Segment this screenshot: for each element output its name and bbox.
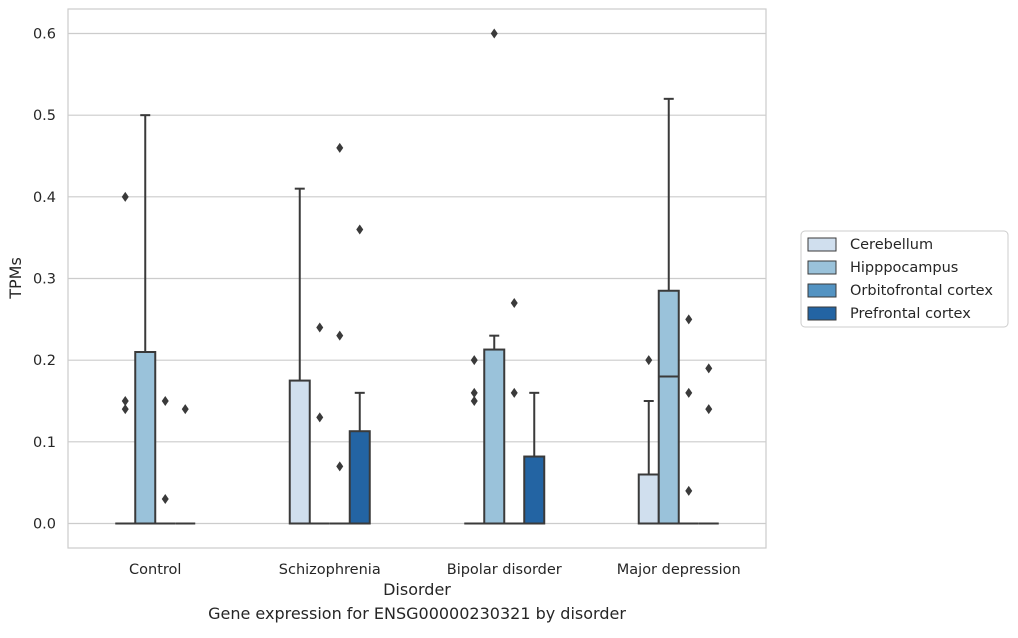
box-plot-series	[115, 97, 719, 525]
outlier-point	[121, 396, 129, 406]
outlier-point	[316, 412, 324, 423]
chart-caption: Gene expression for ENSG00000230321 by d…	[208, 604, 626, 623]
outlier-point	[645, 355, 653, 366]
legend: Cerebellum Hipppocampus Orbitofrontal cort…	[800, 230, 1009, 328]
box-body	[134, 351, 157, 525]
outlier-point	[510, 387, 518, 398]
outlier-point	[336, 330, 344, 341]
box-body	[657, 289, 680, 525]
box-body	[483, 348, 506, 525]
outlier-point	[685, 485, 693, 496]
box-3-2	[523, 391, 546, 525]
outlier-point	[316, 322, 324, 333]
box-body	[523, 455, 546, 525]
y-axis-title: TPMs	[6, 257, 25, 300]
outlier-point	[470, 387, 478, 398]
legend-swatch	[807, 237, 837, 252]
plot-frame	[67, 8, 767, 549]
box-1-2	[483, 334, 506, 525]
y-tick-label: 0.4	[33, 190, 56, 206]
x-axis-title: Disorder	[383, 580, 451, 599]
legend-label: Cerebellum	[850, 237, 933, 253]
outlier-point	[705, 363, 713, 374]
y-tick-label: 0.0	[33, 517, 56, 533]
outlier-point	[121, 404, 129, 415]
box-1-0	[134, 114, 157, 525]
box-body	[348, 430, 371, 525]
outlier-point	[181, 404, 189, 415]
outlier-point	[510, 298, 518, 308]
y-tick-label: 0.3	[33, 272, 56, 288]
outlier-point	[685, 387, 693, 398]
outlier-point	[161, 494, 169, 504]
outlier-point	[161, 396, 169, 406]
box-1-3	[657, 97, 680, 525]
x-tick-label: Schizophrenia	[279, 562, 381, 578]
y-axis-ticks: 0.0 0.1 0.2 0.3 0.4 0.5 0.6	[33, 27, 56, 533]
outlier-point	[705, 404, 713, 415]
y-tick-label: 0.6	[33, 27, 56, 43]
y-tick-label: 0.5	[33, 108, 56, 124]
x-tick-label: Bipolar disorder	[447, 562, 562, 578]
x-tick-label: Control	[129, 562, 181, 578]
outlier-point	[356, 224, 364, 235]
legend-swatch	[807, 260, 837, 275]
box-body	[637, 473, 660, 525]
outlier-point	[470, 355, 478, 366]
outlier-point	[490, 28, 498, 39]
box-body	[288, 379, 311, 525]
y-tick-label: 0.2	[33, 353, 56, 369]
outlier-point	[336, 142, 344, 153]
outlier-markers	[121, 28, 713, 504]
legend-label: Hipppocampus	[850, 260, 958, 276]
box-3-1	[348, 391, 371, 525]
y-tick-label: 0.1	[33, 435, 56, 451]
box-0-1	[288, 187, 311, 525]
outlier-point	[336, 461, 344, 472]
x-axis-ticks: Control Schizophrenia Bipolar disorder Majo…	[129, 562, 741, 578]
outlier-point	[470, 396, 478, 406]
grid-lines	[68, 32, 766, 525]
legend-swatch	[807, 283, 837, 298]
box-0-3	[637, 400, 660, 525]
legend-frame	[800, 230, 1009, 328]
outlier-point	[685, 314, 693, 325]
x-tick-label: Major depression	[617, 562, 741, 578]
outlier-point	[121, 191, 129, 202]
legend-swatch	[807, 306, 837, 321]
legend-label: Orbitofrontal cortex	[850, 283, 993, 299]
legend-label: Prefrontal cortex	[850, 306, 971, 322]
